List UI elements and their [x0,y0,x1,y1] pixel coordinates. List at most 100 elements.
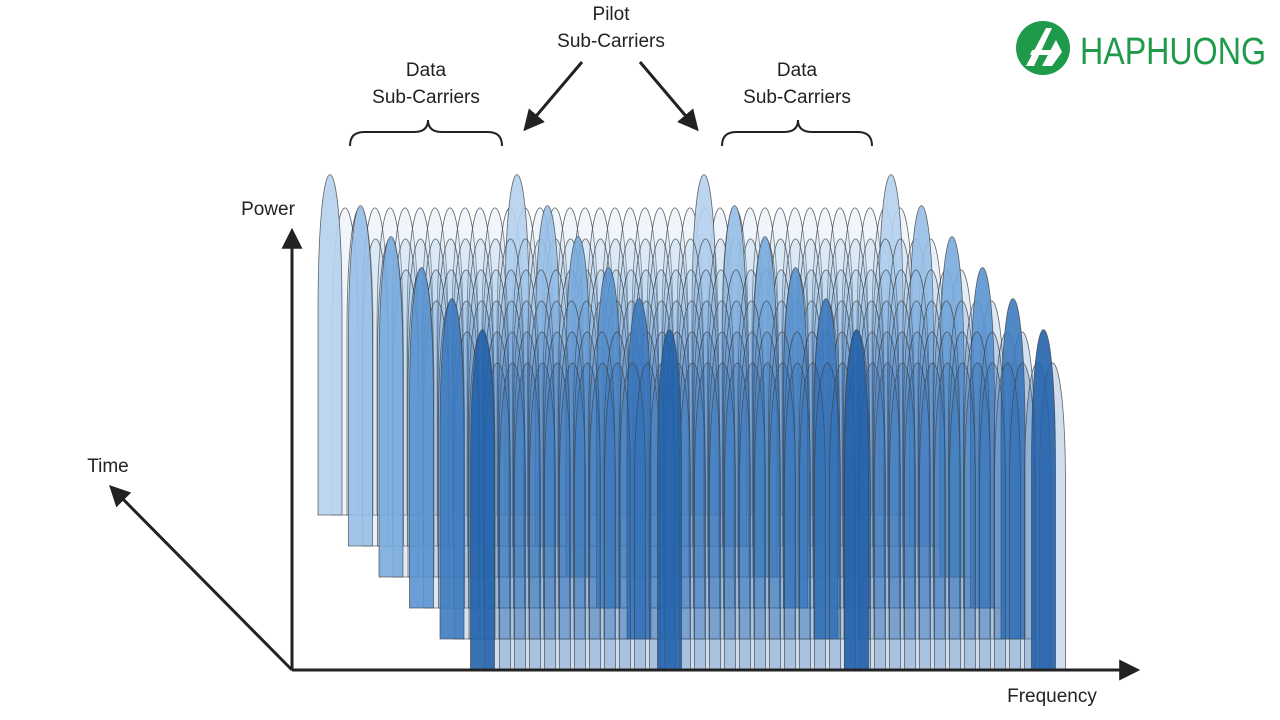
sub-carrier [573,331,601,640]
sub-carrier [499,362,526,671]
sub-carrier [604,362,631,671]
sub-carrier [724,362,751,671]
sub-carrier [544,362,571,671]
sub-carrier [558,300,585,609]
data-label: Sub-Carriers [372,87,480,108]
sub-carrier [739,362,766,671]
sub-carrier [918,300,945,609]
sub-carrier [979,362,1006,671]
sub-carrier [574,362,601,671]
sub-carrier [872,238,899,547]
sub-carrier [919,362,946,671]
sub-carrier [692,269,720,578]
logo-text: HAPHUONG [1080,31,1266,73]
sub-carrier [949,362,976,671]
pilot-carrier [348,205,373,547]
sub-carrier [708,300,735,609]
sub-carrier [873,300,900,609]
sub-carrier [514,362,541,671]
sub-carrier [874,362,901,671]
sub-carrier [588,331,616,640]
sub-carrier [872,269,900,578]
sub-carrier [559,362,586,671]
sub-carrier [753,331,781,640]
pilot-carrier [504,174,530,516]
sub-carrier [692,238,719,547]
pilot-carrier [970,267,995,609]
sub-carrier [723,300,750,609]
pilot-carrier [317,174,343,516]
sub-carrier [589,362,616,671]
sub-carrier [873,331,901,640]
sub-carrier [722,269,750,578]
sub-carrier [527,269,555,578]
sub-carrier [677,238,704,547]
sub-carrier [694,362,721,671]
sub-carrier-layers [317,174,1066,671]
sub-carrier [768,331,796,640]
time-label: Time [87,456,129,477]
sub-carrier [497,269,525,578]
sub-carrier [889,362,916,671]
sub-carrier [677,269,705,578]
pilot-label: Sub-Carriers [557,31,665,52]
sub-carrier [753,300,780,609]
sub-carrier [709,362,736,671]
logo-glyph [1026,28,1062,66]
pilot-carrier [565,236,591,578]
sub-carrier [693,331,721,640]
bracket [721,119,873,147]
pilot-carrier [657,329,682,671]
pilot-carrier [1000,298,1026,640]
sub-carrier [513,331,541,640]
sub-carrier [933,331,961,640]
sub-carrier [903,331,931,640]
pilot-carrier [1031,329,1056,671]
pilot-carrier [535,205,560,547]
sub-carrier [543,300,570,609]
power-label: Power [241,199,296,220]
pilot-carrier [470,329,495,671]
data-label: Data [406,60,447,81]
sub-carrier [888,300,915,609]
sub-carrier [498,300,525,609]
sub-carrier [528,300,555,609]
sub-carrier [619,362,646,671]
sub-carrier [738,300,765,609]
sub-carrier [497,238,524,547]
sub-carrier [513,300,540,609]
sub-carrier [754,362,781,671]
frequency-label: Frequency [1007,686,1097,707]
sub-carrier [708,331,736,640]
sub-carrier [903,300,930,609]
sub-carrier [799,362,826,671]
bracket [349,119,503,147]
sub-carrier [918,331,946,640]
sub-carrier [528,331,556,640]
sub-carrier [888,331,916,640]
pilot-carrier [596,267,621,609]
pilot-carrier [439,298,465,640]
sub-carrier [693,300,720,609]
pilot-carrier [844,329,869,671]
pilot-carrier [626,298,652,640]
sub-carrier [904,362,931,671]
sub-carrier [723,331,751,640]
logo: HAPHUONG [1016,21,1266,75]
sub-carrier [498,331,526,640]
sub-carrier [529,362,556,671]
pilot-carrier [378,236,404,578]
sub-carrier [543,331,571,640]
sub-carrier [963,331,991,640]
pilot-carrier [409,267,434,609]
pilot-label: Pilot [593,4,631,25]
sub-carrier [707,269,735,578]
sub-carrier [934,362,961,671]
sub-carrier [512,269,540,578]
sub-carrier [933,300,960,609]
sub-carrier [769,362,796,671]
sub-carrier [994,362,1021,671]
data-label: Data [777,60,818,81]
